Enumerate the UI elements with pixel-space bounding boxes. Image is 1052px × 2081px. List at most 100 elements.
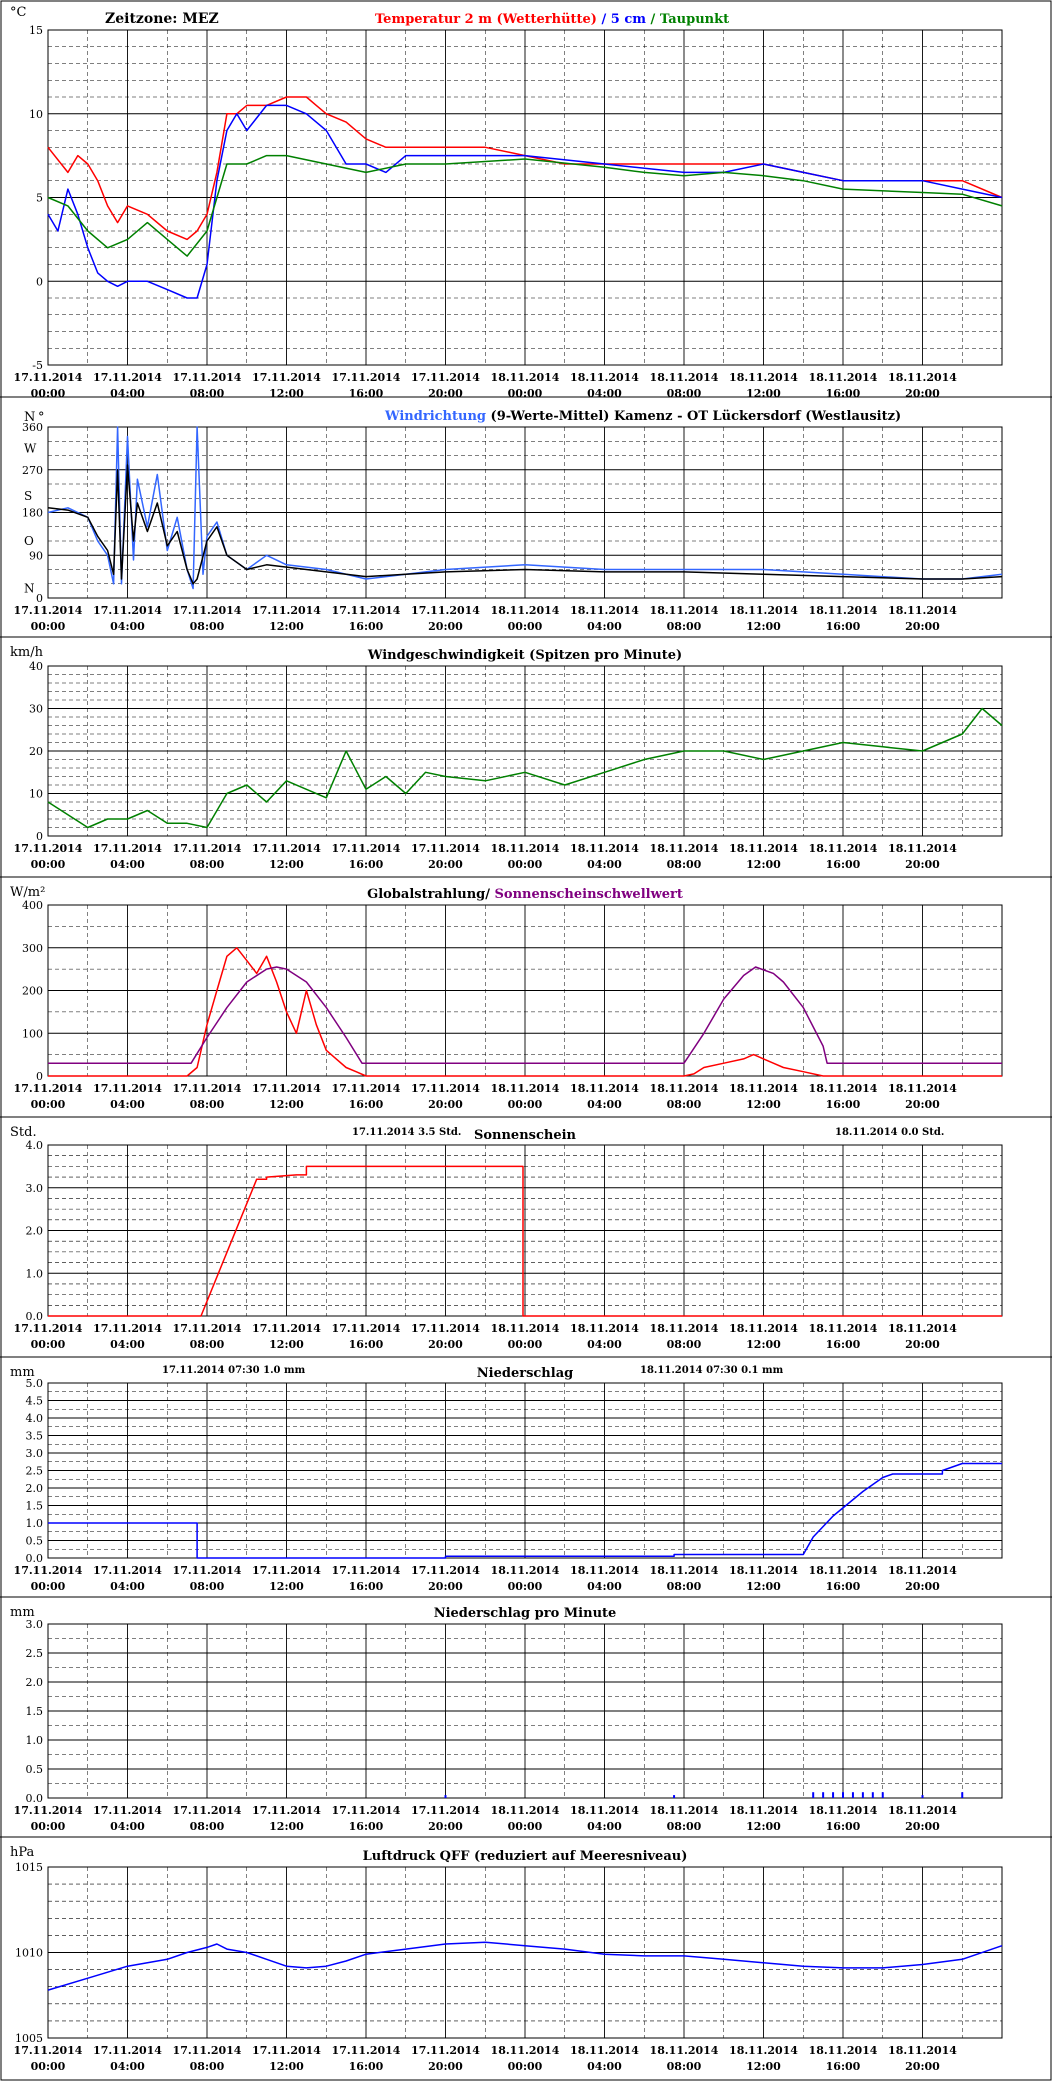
x-tick-time: 16:00 [349, 1820, 384, 1833]
y-tick-label: 2.0 [26, 1676, 44, 1689]
y-tick-label: 2.0 [26, 1482, 44, 1495]
x-tick-date: 18.11.2014 [809, 604, 878, 617]
x-tick-time: 16:00 [826, 2060, 861, 2073]
x-tick-time: 00:00 [31, 1580, 66, 1593]
x-tick-time: 16:00 [826, 1820, 861, 1833]
x-tick-date: 18.11.2014 [809, 842, 878, 855]
chart-title: Windrichtung (9-Werte-Mittel) Kamenz - O… [384, 409, 901, 424]
x-tick-date: 18.11.2014 [491, 842, 560, 855]
panel-radiation: 400300200100017.11.201400:0017.11.201404… [10, 885, 1003, 1111]
x-tick-time: 00:00 [31, 2060, 66, 2073]
x-tick-time: 16:00 [826, 858, 861, 871]
x-tick-date: 18.11.2014 [570, 1082, 639, 1095]
x-tick-time: 04:00 [110, 387, 145, 400]
x-tick-time: 08:00 [190, 2060, 225, 2073]
x-tick-time: 08:00 [190, 858, 225, 871]
x-tick-time: 12:00 [269, 620, 304, 633]
title-part: Sonnenscheinschwellwert [495, 887, 683, 902]
x-tick-time: 12:00 [269, 387, 304, 400]
x-tick-time: 04:00 [110, 620, 145, 633]
x-tick-time: 08:00 [667, 1338, 702, 1351]
series-line [48, 1462, 1002, 1559]
chart-title: Windgeschwindigkeit (Spitzen pro Minute) [367, 648, 682, 663]
panel-windspeed: 40302010017.11.201400:0017.11.201404:001… [10, 645, 1003, 871]
unit-label: °C [10, 5, 27, 20]
y-tick-label: 270 [22, 464, 43, 477]
y-tick-label: 0 [36, 1070, 43, 1083]
y-tick-label: 400 [22, 899, 43, 912]
y-tick-label: 40 [29, 660, 43, 673]
panel-sunshine: 4.03.02.01.00.017.11.201400:0017.11.2014… [10, 1125, 1003, 1351]
x-tick-date: 17.11.2014 [14, 842, 83, 855]
chart-title: Temperatur 2 m (Wetterhütte) / 5 cm / Ta… [375, 12, 729, 27]
panel-pressure: 10151010100517.11.201400:0017.11.201404:… [10, 1845, 1003, 2073]
series-line [47, 1941, 1003, 1991]
y-tick-label: 100 [22, 1027, 43, 1040]
x-tick-time: 08:00 [667, 1580, 702, 1593]
x-tick-date: 17.11.2014 [411, 371, 480, 384]
x-tick-date: 17.11.2014 [332, 371, 401, 384]
x-tick-date: 18.11.2014 [888, 1322, 957, 1335]
x-tick-date: 18.11.2014 [570, 371, 639, 384]
title-part: / [646, 12, 660, 27]
x-tick-time: 04:00 [110, 1820, 145, 1833]
x-tick-time: 16:00 [349, 1580, 384, 1593]
unit-label: mm [10, 1605, 35, 1620]
y-tick-label: 10 [29, 108, 43, 121]
unit-label: N [24, 410, 35, 425]
x-tick-date: 18.11.2014 [491, 371, 560, 384]
series-line [47, 707, 1003, 829]
x-tick-time: 08:00 [190, 1580, 225, 1593]
y-tick-label: 1015 [15, 1861, 43, 1874]
x-tick-time: 00:00 [508, 387, 543, 400]
y-tick-label: 3.0 [26, 1182, 44, 1195]
chart-title: Sonnenschein [474, 1128, 577, 1143]
y-tick-label: 3.0 [26, 1447, 44, 1460]
x-tick-time: 08:00 [667, 1820, 702, 1833]
unit-label: W/m² [10, 885, 45, 900]
x-tick-date: 17.11.2014 [14, 604, 83, 617]
x-tick-date: 17.11.2014 [14, 371, 83, 384]
x-tick-time: 20:00 [905, 620, 940, 633]
x-tick-date: 17.11.2014 [173, 1322, 242, 1335]
x-tick-time: 12:00 [746, 1098, 781, 1111]
x-tick-time: 12:00 [269, 1338, 304, 1351]
chart-title: Luftdruck QFF (reduziert auf Meeresnivea… [363, 1849, 688, 1864]
direction-label: S [24, 489, 32, 503]
title-part: 5 cm [611, 12, 646, 27]
x-tick-time: 16:00 [349, 858, 384, 871]
x-tick-date: 17.11.2014 [93, 1082, 162, 1095]
x-tick-time: 12:00 [269, 2060, 304, 2073]
x-tick-date: 17.11.2014 [93, 1804, 162, 1817]
y-tick-label: -5 [32, 359, 43, 372]
y-tick-label: 360 [22, 421, 43, 434]
x-tick-time: 20:00 [428, 1098, 463, 1111]
x-tick-time: 08:00 [667, 2060, 702, 2073]
x-tick-time: 08:00 [190, 620, 225, 633]
x-tick-time: 04:00 [587, 1098, 622, 1111]
x-tick-time: 16:00 [826, 1098, 861, 1111]
x-tick-date: 18.11.2014 [729, 1082, 798, 1095]
title-part: Taupunkt [660, 12, 729, 27]
direction-label: N [24, 582, 35, 596]
x-tick-time: 16:00 [349, 2060, 384, 2073]
x-tick-date: 17.11.2014 [173, 604, 242, 617]
x-tick-date: 18.11.2014 [491, 1322, 560, 1335]
y-tick-label: 0 [36, 275, 43, 288]
x-tick-date: 17.11.2014 [252, 842, 321, 855]
x-tick-date: 17.11.2014 [14, 1804, 83, 1817]
x-tick-date: 18.11.2014 [570, 1322, 639, 1335]
x-tick-time: 00:00 [31, 1338, 66, 1351]
x-tick-time: 04:00 [110, 858, 145, 871]
x-tick-date: 17.11.2014 [332, 1804, 401, 1817]
x-tick-date: 17.11.2014 [93, 2044, 162, 2057]
header-info: 17.11.2014 07:30 1.0 mm [162, 1365, 306, 1376]
x-tick-time: 16:00 [349, 620, 384, 633]
x-tick-date: 17.11.2014 [252, 1322, 321, 1335]
x-tick-date: 17.11.2014 [173, 842, 242, 855]
y-tick-label: 0 [36, 830, 43, 843]
panel-precip: 5.04.54.03.53.02.52.01.51.00.50.017.11.2… [10, 1365, 1003, 1593]
x-tick-time: 04:00 [110, 2060, 145, 2073]
x-tick-date: 18.11.2014 [729, 1804, 798, 1817]
